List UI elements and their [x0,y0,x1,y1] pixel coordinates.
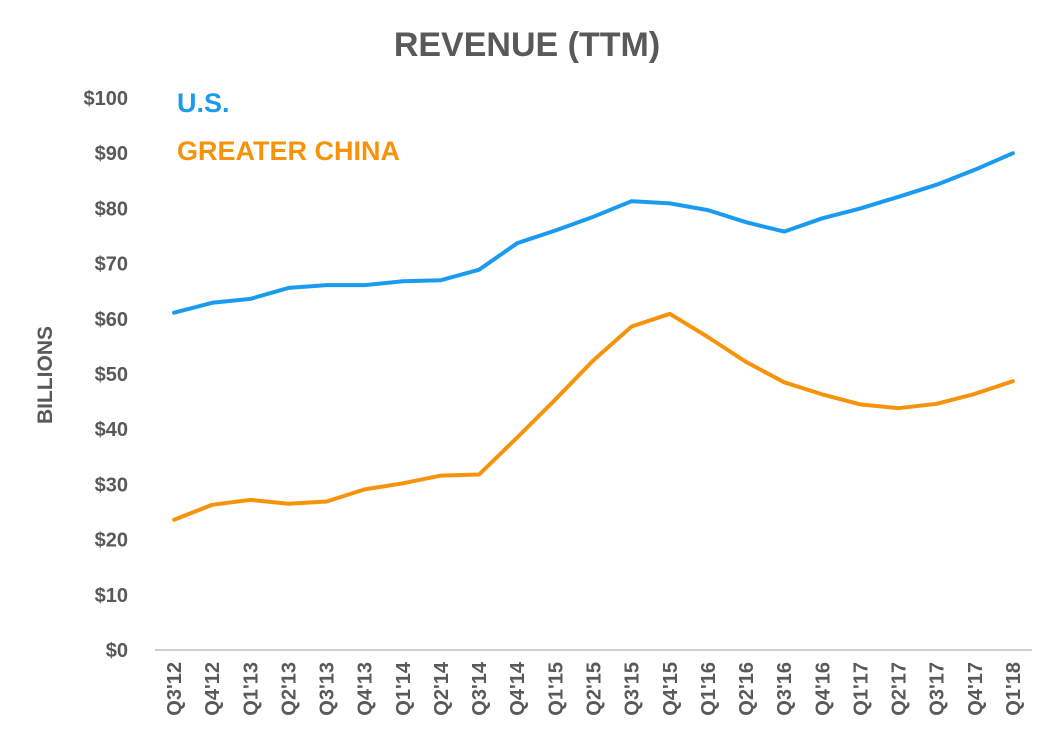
y-tick-label: $40 [95,419,128,441]
x-tick-label: Q2'13 [278,662,300,716]
y-tick-label: $90 [95,143,128,165]
x-tick-label: Q3'15 [622,662,644,716]
x-tick-label: Q2'15 [584,662,606,716]
x-tick-label: Q2'16 [736,662,758,716]
y-tick-label: $0 [106,640,128,662]
y-tick-label: $70 [95,254,128,276]
y-tick-label: $50 [95,364,128,386]
y-axis-ticks: $0 $10 $20 $30 $40 $50 $60 $70 $80 $90 $100 [84,88,129,662]
y-tick-label: $80 [95,198,128,220]
y-tick-label: $100 [84,88,129,110]
series-line-greater-china [172,311,1015,522]
x-tick-label: Q2'17 [889,662,911,716]
x-tick-label: Q4'17 [965,662,987,716]
x-tick-label: Q1'13 [240,662,262,716]
x-tick-label: Q4'15 [660,662,682,716]
legend-entry-greater-china: GREATER CHINA [177,136,400,166]
y-tick-label: $60 [95,309,128,331]
x-tick-label: Q3'13 [317,662,339,716]
x-tick-label: Q1'18 [1003,662,1025,716]
x-tick-label: Q1'15 [545,662,567,716]
y-tick-label: $30 [95,474,128,496]
y-tick-label: $20 [95,530,128,552]
x-tick-label: Q1'16 [698,662,720,716]
legend: U.S. GREATER CHINA [177,88,400,166]
y-tick-label: $10 [95,585,128,607]
x-tick-label: Q2'14 [431,661,453,716]
chart-title: REVENUE (TTM) [394,26,660,64]
series-line-us [172,151,1015,315]
x-tick-label: Q1'14 [393,661,415,716]
x-tick-label: Q3'16 [774,662,796,716]
x-tick-label: Q4'13 [355,662,377,716]
y-axis-label: BILLIONS [34,326,57,424]
series-lines [172,151,1015,522]
x-axis-ticks: Q3'12 Q4'12 Q1'13 Q2'13 Q3'13 Q4'13 Q1'14 Q2'14… [164,661,1025,716]
x-tick-label: Q4'12 [202,662,224,716]
x-tick-label: Q3'14 [469,661,491,716]
legend-entry-us: U.S. [177,88,230,118]
x-tick-label: Q3'17 [927,662,949,716]
x-tick-label: Q1'17 [850,662,872,716]
x-tick-label: Q4'16 [812,662,834,716]
x-tick-label: Q4'14 [507,661,529,716]
x-tick-label: Q3'12 [164,662,186,716]
